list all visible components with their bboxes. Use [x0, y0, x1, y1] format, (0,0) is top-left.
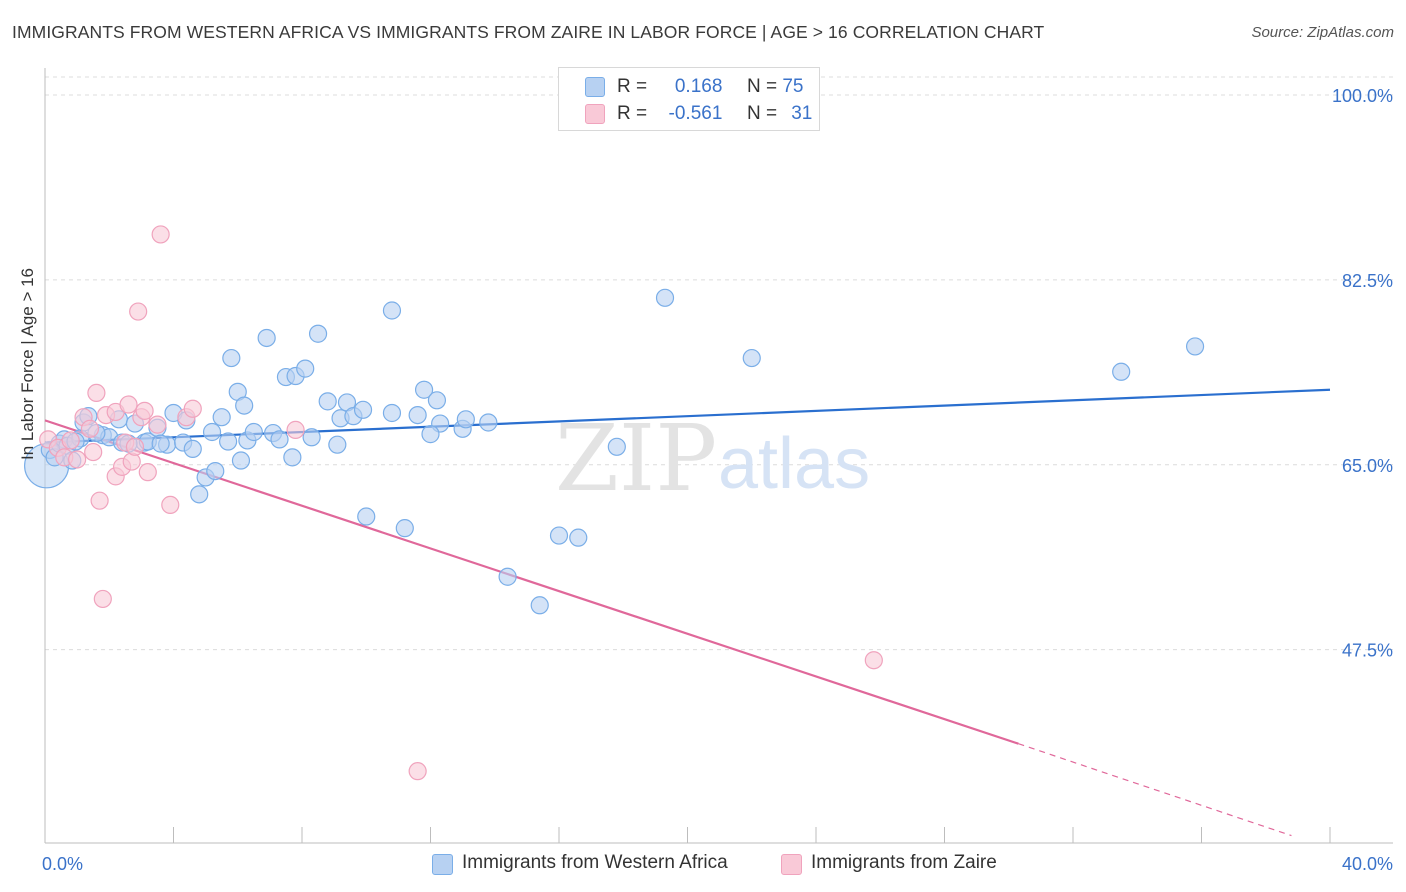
point-zaire: [183, 399, 202, 418]
legend-swatch-blue: [585, 77, 605, 97]
watermark-atlas: atlas: [718, 424, 870, 504]
bottom-legend-label: Immigrants from Western Africa: [462, 852, 728, 873]
legend-n-label: N =: [746, 76, 778, 97]
point-zaire: [119, 395, 138, 414]
point-western-africa: [549, 526, 569, 545]
point-western-africa: [244, 422, 263, 442]
point-western-africa: [427, 391, 447, 410]
point-western-africa: [151, 434, 170, 453]
x-tick-label: 0.0%: [42, 854, 83, 874]
point-western-africa: [382, 403, 402, 423]
source-label: Source: ZipAtlas.com: [1251, 24, 1394, 41]
point-western-africa: [395, 519, 414, 538]
point-western-africa: [357, 507, 376, 526]
point-zaire: [122, 452, 141, 471]
point-zaire: [408, 762, 427, 781]
y-tick-label: 47.5%: [1342, 641, 1393, 661]
gridlines: [45, 76, 1393, 651]
point-western-africa: [270, 430, 289, 449]
point-western-africa: [479, 413, 498, 432]
point-zaire: [864, 651, 883, 670]
point-zaire: [129, 302, 148, 321]
point-western-africa: [456, 410, 475, 429]
point-western-africa: [408, 405, 427, 425]
point-western-africa: [569, 528, 588, 547]
y-axis-label: In Labor Force | Age > 16: [18, 267, 37, 460]
watermark-zip: ZIP: [555, 405, 717, 512]
point-zaire: [135, 401, 154, 420]
point-western-africa: [318, 392, 337, 411]
legend-r-value: 0.168: [674, 76, 723, 97]
data-points: [24, 225, 1205, 781]
trend-line-zaire: [44, 419, 1019, 745]
point-western-africa: [206, 461, 225, 481]
point-zaire: [151, 225, 170, 244]
point-western-africa: [382, 301, 402, 320]
point-western-africa: [219, 432, 238, 451]
x-tick-label: 40.0%: [1342, 854, 1393, 874]
point-zaire: [61, 431, 80, 450]
point-western-africa: [257, 328, 276, 348]
legend-r-label: R =: [617, 103, 648, 124]
y-tick-label: 65.0%: [1342, 456, 1393, 476]
stats-legend: R = 0.168 N = 75 R = -0.561 N = 31: [558, 67, 820, 131]
point-western-africa: [1112, 362, 1131, 381]
point-western-africa: [231, 451, 251, 470]
point-western-africa: [202, 422, 222, 442]
point-zaire: [125, 437, 145, 456]
point-zaire: [90, 491, 109, 510]
point-zaire: [80, 419, 100, 438]
point-zaire: [138, 463, 157, 482]
y-tick-label: 82.5%: [1342, 271, 1393, 291]
legend-n-value: 31: [791, 103, 813, 124]
point-zaire: [87, 383, 106, 403]
point-western-africa: [190, 485, 209, 504]
legend-n-value: 75: [782, 76, 804, 97]
point-zaire: [84, 442, 103, 462]
point-zaire: [286, 420, 305, 439]
y-tick-label: 100.0%: [1332, 86, 1393, 106]
watermark: ZIP atlas: [555, 405, 870, 512]
point-zaire: [93, 589, 112, 609]
point-western-africa: [414, 380, 434, 399]
point-western-africa: [212, 408, 231, 427]
bottom-legend-label: Immigrants from Zaire: [811, 852, 997, 873]
point-western-africa: [222, 348, 241, 368]
point-western-africa: [530, 596, 549, 615]
legend-r-value: -0.561: [668, 103, 723, 124]
bottom-legend-swatch-blue: [432, 854, 453, 875]
point-western-africa: [655, 288, 675, 307]
point-zaire: [161, 495, 180, 515]
tick-labels: 100.0% 82.5% 65.0% 47.5% 0.0% 40.0%: [42, 86, 1393, 874]
chart-title: IMMIGRANTS FROM WESTERN AFRICA VS IMMIGR…: [12, 22, 1045, 42]
point-western-africa: [283, 448, 302, 467]
point-western-africa: [353, 400, 373, 419]
legend-r-label: R =: [617, 76, 648, 97]
point-western-africa: [498, 567, 517, 586]
point-western-africa: [308, 324, 328, 343]
bottom-legend-swatch-pink: [781, 854, 802, 875]
point-zaire: [148, 415, 167, 434]
point-western-africa: [183, 439, 202, 459]
point-western-africa: [421, 425, 440, 444]
point-western-africa: [1185, 337, 1205, 356]
point-zaire: [68, 450, 87, 469]
point-western-africa: [296, 359, 315, 378]
point-western-africa: [607, 437, 626, 456]
point-western-africa: [328, 435, 347, 454]
legend-n-label: N =: [746, 103, 778, 124]
point-western-africa: [302, 428, 321, 447]
point-western-africa: [742, 348, 761, 368]
trend-line-zaire-extension: [1018, 743, 1292, 837]
legend-swatch-pink: [585, 104, 605, 124]
point-western-africa: [235, 396, 254, 415]
